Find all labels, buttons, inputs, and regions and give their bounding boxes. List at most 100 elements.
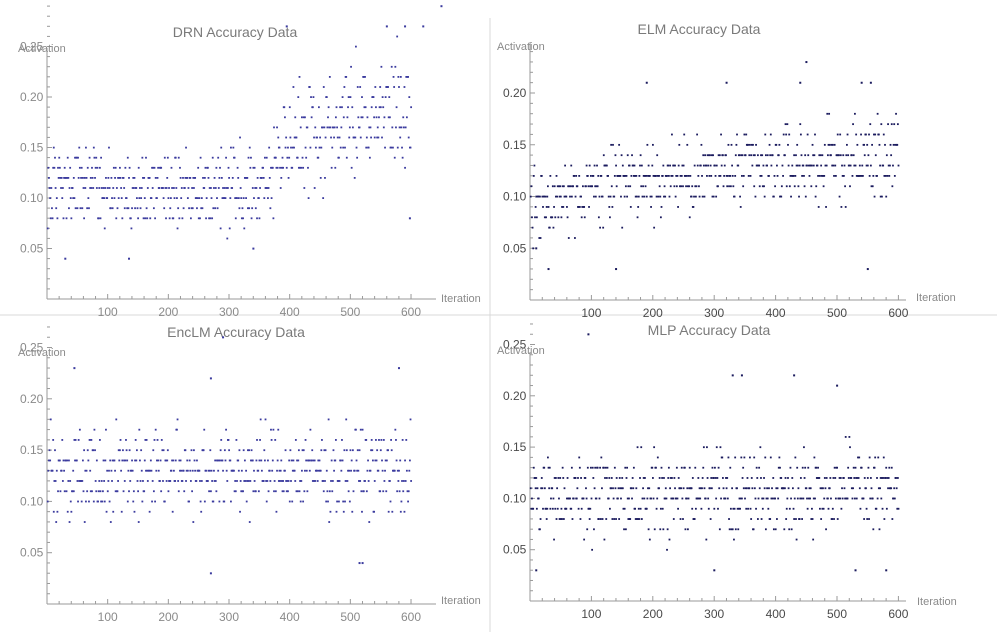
data-point [721,456,724,459]
data-point [583,216,586,219]
data-point [362,490,365,493]
data-point [669,477,672,479]
data-point [331,490,334,493]
data-point [100,500,102,503]
data-point [543,195,546,198]
data-point [812,154,815,157]
data-point [765,497,768,500]
data-point [128,490,130,493]
data-point [398,126,401,129]
data-point [599,226,601,229]
data-point [137,166,140,169]
data-point [612,143,614,146]
data-point [282,166,285,169]
data-point [364,76,366,78]
data-point [74,459,76,462]
data-point [744,487,747,490]
data-point [328,76,331,78]
data-point [608,206,611,208]
data-point [685,185,687,188]
data-point [179,469,181,472]
data-point [234,197,237,199]
data-point [344,480,347,482]
data-point [132,500,135,503]
data-point [58,156,61,159]
data-point [109,207,112,210]
data-point [312,96,315,98]
data-point [824,487,827,490]
data-point [369,469,372,472]
data-point [196,207,198,210]
data-point [841,487,843,490]
data-point [143,459,146,462]
data-point [201,207,204,210]
data-point [896,143,899,146]
data-point [869,123,872,126]
data-point [839,497,842,500]
data-point [396,35,399,38]
data-point [97,500,99,503]
data-point [875,507,878,510]
x-tick-label: 200 [643,306,663,320]
data-point [640,518,643,520]
data-point [549,175,552,177]
y-axis-label: Activation [497,345,545,357]
data-point [620,487,623,490]
data-point [686,143,689,146]
data-point [684,175,687,177]
data-point [884,143,886,146]
data-point [597,216,600,219]
data-point [675,175,678,177]
data-point [330,166,333,169]
data-point [348,136,351,139]
data-point [680,175,683,177]
data-point [807,154,810,157]
data-point [268,469,271,472]
data-point [816,477,819,479]
data-point [860,466,863,469]
data-point [858,164,861,167]
data-point [834,497,837,500]
data-point [282,480,285,482]
data-point [388,116,391,119]
data-point [162,187,164,189]
data-point [726,497,729,500]
data-point [722,487,725,490]
data-point [117,177,119,179]
data-point [769,518,772,520]
data-point [804,195,807,198]
data-point [306,126,309,129]
data-point [554,507,557,510]
data-point [135,459,138,462]
data-point [617,175,620,177]
data-point [146,187,149,189]
data-point [120,469,123,472]
data-point [539,528,541,531]
data-point [876,477,878,479]
data-point [141,500,144,503]
data-point [231,177,234,179]
data-point [103,197,106,199]
data-point [734,528,737,531]
data-point [217,187,220,189]
data-point [167,197,170,199]
data-point [756,154,759,157]
data-point [370,449,372,452]
data-point [384,146,386,149]
data-point [559,518,562,520]
data-point [656,456,659,459]
data-point [205,217,207,220]
data-point [422,25,425,28]
y-axis-label: Activation [18,347,66,359]
data-point [217,156,220,159]
data-point [728,518,730,520]
data-point [56,510,59,513]
data-point [718,528,721,531]
data-point [715,164,718,167]
data-point [655,507,658,510]
data-point [749,143,751,146]
data-point [176,197,178,199]
data-point [839,477,842,479]
data-point [883,518,886,520]
data-point [239,480,242,482]
